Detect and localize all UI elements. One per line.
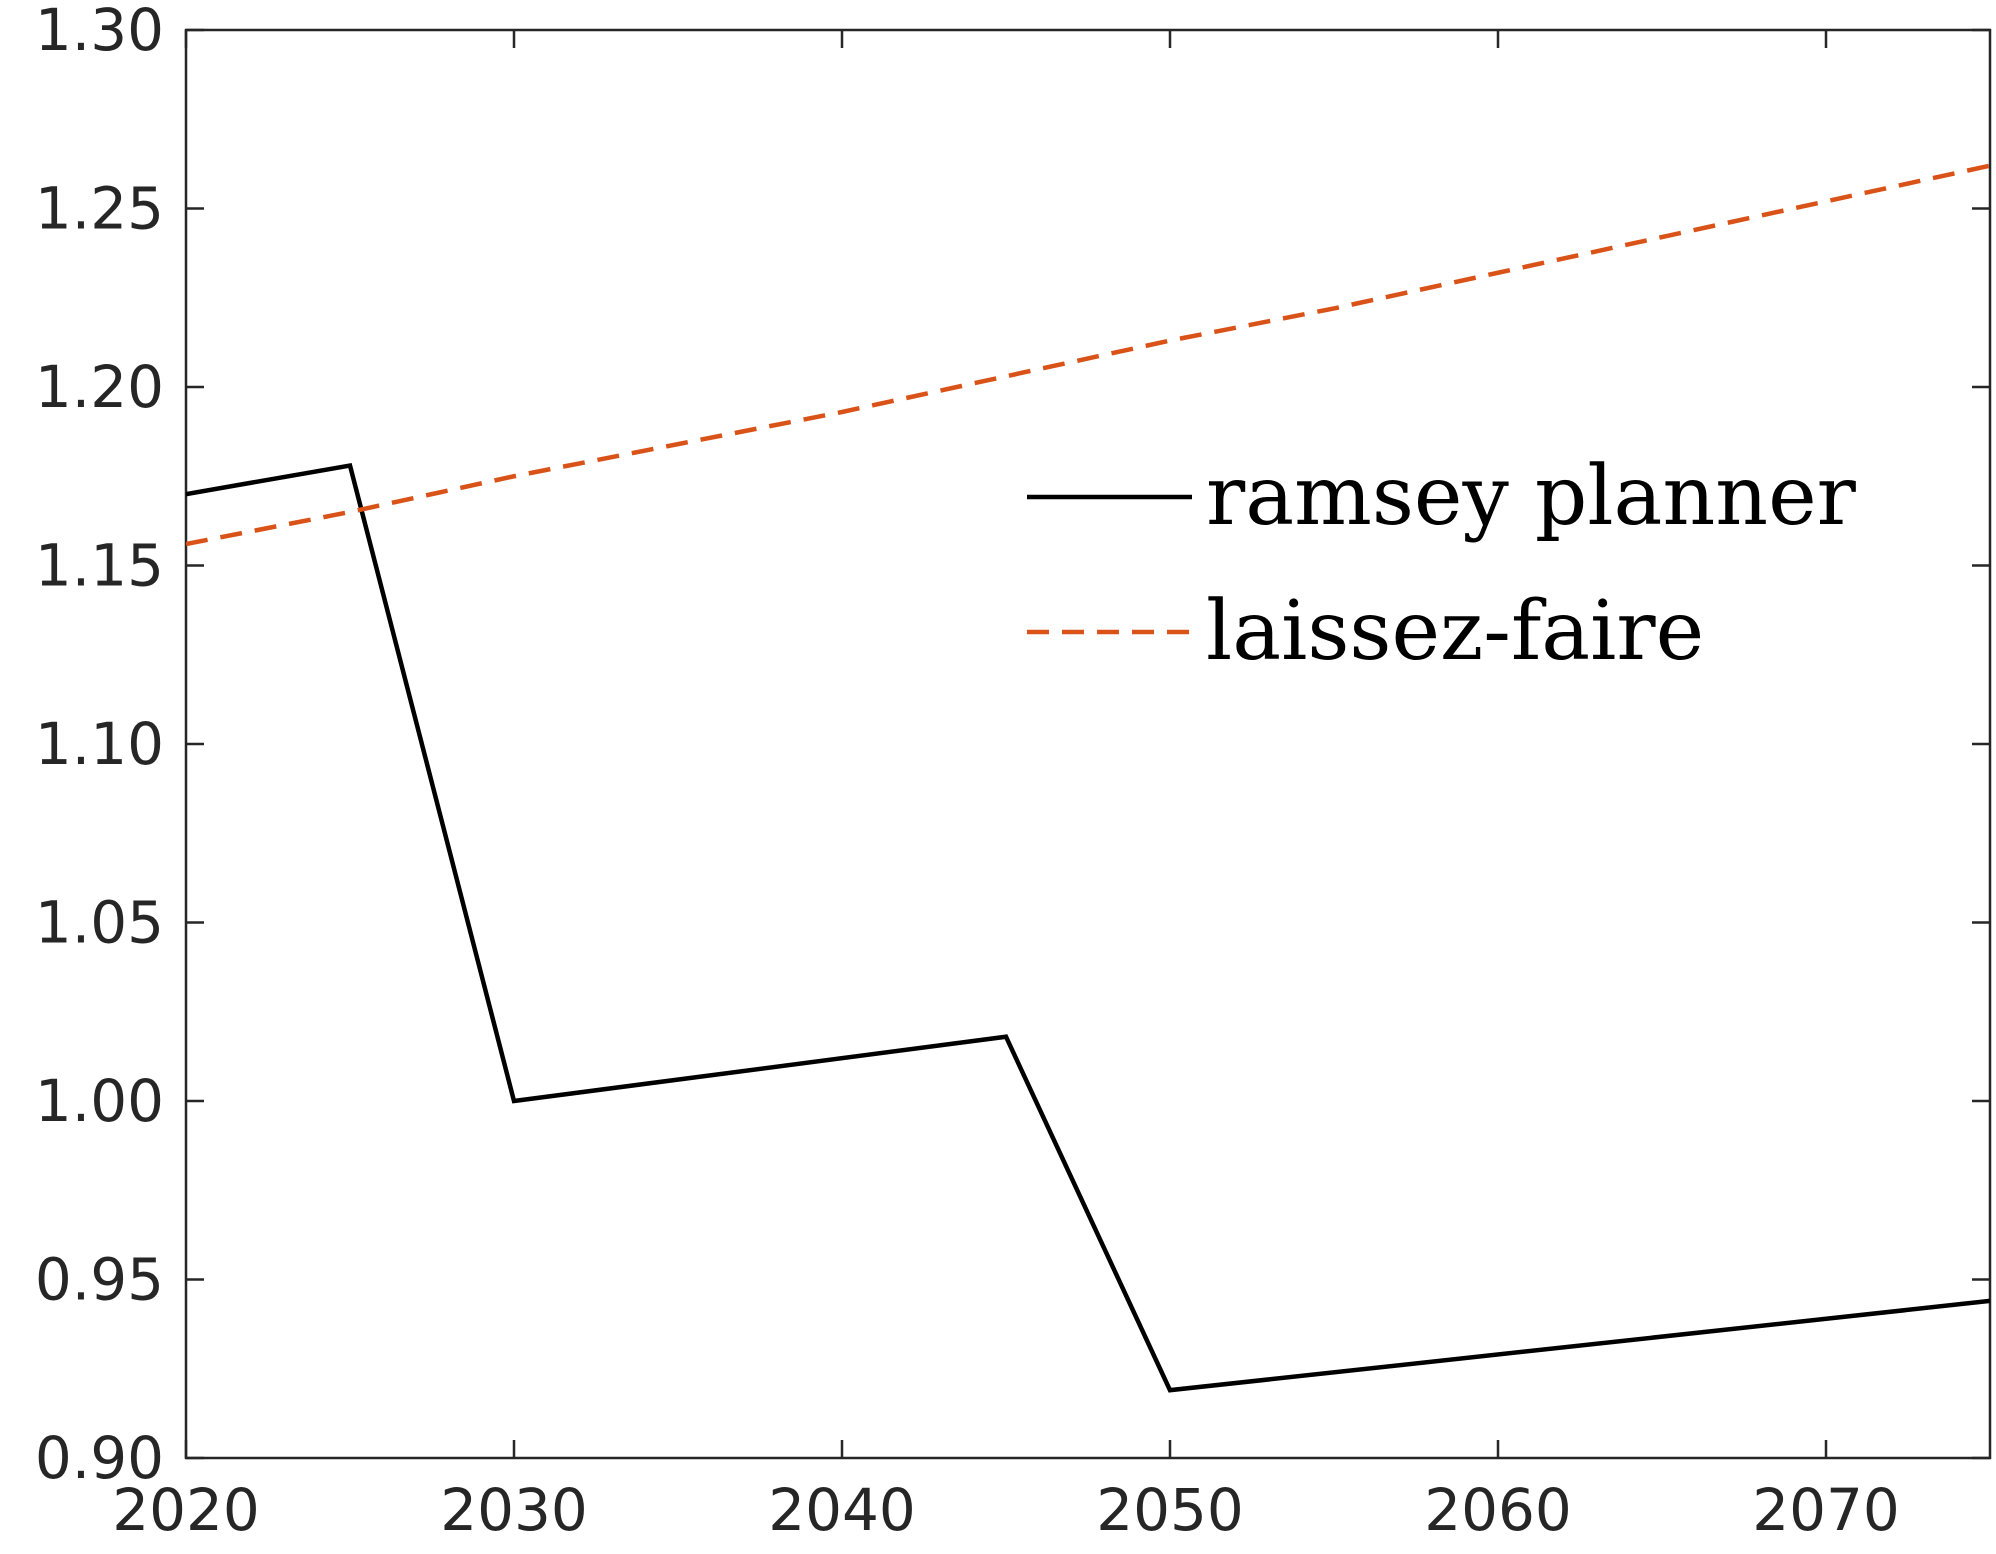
series-line-ramsey-planner xyxy=(186,462,1990,1393)
x-tick-label: 2050 xyxy=(1096,1476,1244,1544)
series-layer xyxy=(186,163,1990,1393)
y-tick-label: 1.20 xyxy=(35,353,164,421)
y-tick-label: 1.30 xyxy=(35,0,164,64)
legend-label-laissez-faire: laissez-faire xyxy=(1206,584,1704,679)
legend-label-ramsey-planner: ramsey planner xyxy=(1206,449,1857,544)
y-tick-label: 1.10 xyxy=(35,710,164,778)
y-tick-label: 1.25 xyxy=(35,175,164,243)
x-tick-label: 2030 xyxy=(440,1476,588,1544)
y-tick-label: 0.90 xyxy=(35,1424,164,1492)
x-tick-label: 2020 xyxy=(112,1476,260,1544)
y-tick-label: 0.95 xyxy=(35,1246,164,1314)
plot-frame xyxy=(184,28,1992,1460)
y-tick-label: 1.05 xyxy=(35,889,164,957)
x-tick-label: 2040 xyxy=(768,1476,916,1544)
x-tick-label: 2070 xyxy=(1752,1476,1900,1544)
y-tick-label: 1.15 xyxy=(35,532,164,600)
axes: 2020 2030 2040 2050 2060 2070 0.90 0.95 1.00 1.05… xyxy=(35,0,1992,1544)
x-tick-label: 2060 xyxy=(1424,1476,1572,1544)
series-line-laissez-faire xyxy=(186,163,1990,547)
legend: ramsey planner laissez-faire xyxy=(1027,449,1857,679)
y-tick-label: 1.00 xyxy=(35,1067,164,1135)
